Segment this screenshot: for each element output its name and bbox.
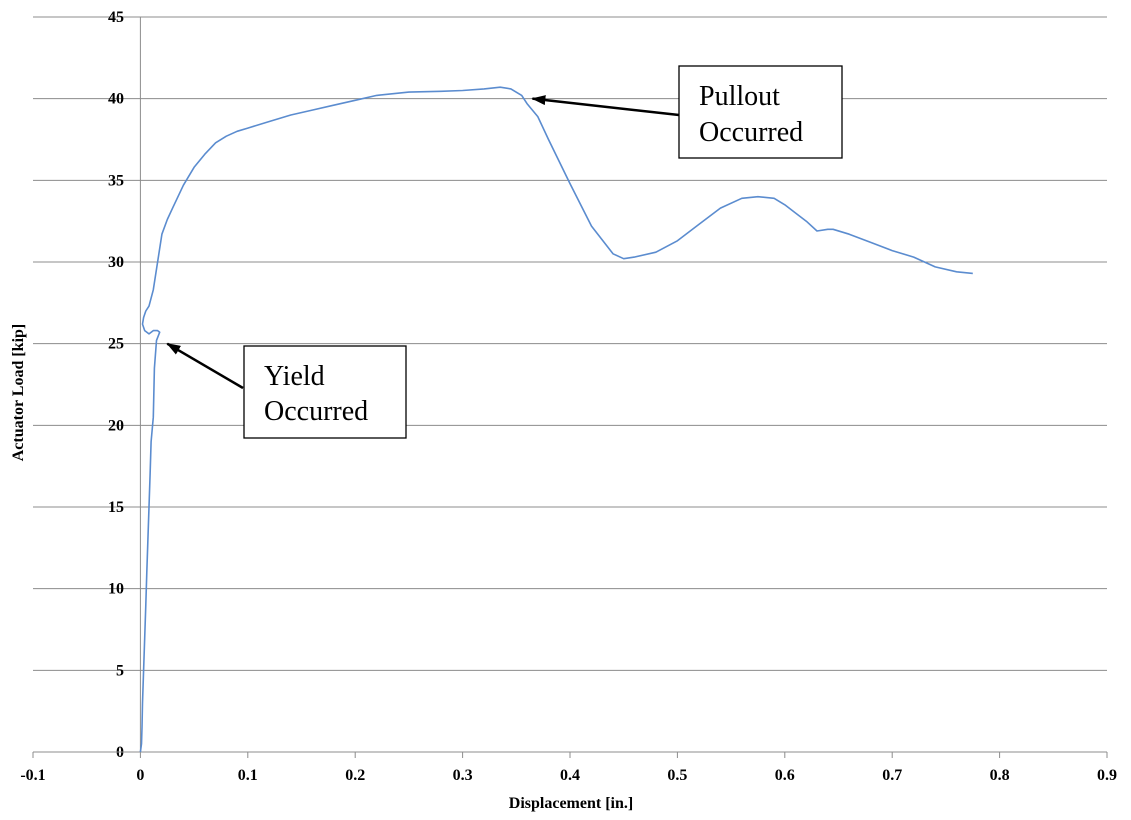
annotations: Yield Occurred Pullout Occurred bbox=[166, 65, 843, 439]
annotation-text-line: Occurred bbox=[699, 117, 803, 148]
axes: 051015202530354045-0.100.10.20.30.40.50.… bbox=[20, 9, 1117, 784]
y-tick-label: 25 bbox=[108, 336, 124, 353]
x-tick-label: 0.1 bbox=[238, 767, 258, 784]
y-tick-label: 5 bbox=[116, 662, 124, 679]
y-axis-title: Actuator Load [kip] bbox=[10, 324, 27, 462]
annotation-box bbox=[678, 65, 843, 159]
y-tick-label: 15 bbox=[108, 499, 124, 516]
x-tick-label: 0.4 bbox=[560, 767, 580, 784]
x-tick-label: 0.9 bbox=[1097, 767, 1117, 784]
y-tick-label: 45 bbox=[108, 9, 124, 26]
y-tick-label: 20 bbox=[108, 417, 124, 434]
annotation: Yield Occurred bbox=[166, 342, 407, 439]
x-tick-label: 0.7 bbox=[882, 767, 902, 784]
y-tick-label: 10 bbox=[108, 581, 124, 598]
x-axis-title: Displacement [in.] bbox=[509, 795, 633, 812]
annotation: Pullout Occurred bbox=[531, 65, 843, 159]
y-tick-label: 30 bbox=[108, 254, 124, 271]
annotation-arrow bbox=[166, 342, 244, 390]
series-line bbox=[139, 86, 973, 753]
x-tick-label: 0 bbox=[136, 767, 144, 784]
x-tick-label: 0.3 bbox=[453, 767, 473, 784]
annotation-text-line: Pullout bbox=[699, 81, 780, 112]
x-tick-label: -0.1 bbox=[20, 767, 45, 784]
annotation-text-line: Yield bbox=[264, 361, 325, 392]
series-layer bbox=[139, 86, 973, 753]
y-tick-label: 40 bbox=[108, 91, 124, 108]
x-tick-label: 0.5 bbox=[667, 767, 687, 784]
x-tick-label: 0.8 bbox=[990, 767, 1010, 784]
gridlines bbox=[33, 16, 1107, 671]
x-tick-label: 0.6 bbox=[775, 767, 795, 784]
x-tick-label: 0.2 bbox=[345, 767, 365, 784]
annotation-text-line: Occurred bbox=[264, 396, 368, 427]
annotation-arrow bbox=[531, 95, 680, 117]
annotation-box bbox=[243, 345, 407, 439]
y-tick-label: 35 bbox=[108, 172, 124, 189]
